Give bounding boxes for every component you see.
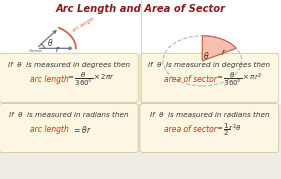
Text: arc length: arc length [30,125,68,134]
FancyBboxPatch shape [0,53,138,102]
Text: r: r [55,45,58,54]
FancyBboxPatch shape [0,103,138,153]
FancyBboxPatch shape [0,0,281,104]
Text: Arc Length and Area of Sector: Arc Length and Area of Sector [56,4,225,14]
Text: arc length: arc length [30,75,68,84]
Text: If  θ  is measured in radians then: If θ is measured in radians then [149,112,269,118]
Text: If  θ  is measured in degrees then: If θ is measured in degrees then [148,62,270,68]
Text: If  θ  is measured in degrees then: If θ is measured in degrees then [8,62,130,68]
Text: $=\dfrac{1}{2}r^2\theta$: $=\dfrac{1}{2}r^2\theta$ [215,122,242,138]
Text: r: r [222,48,225,57]
Text: $= \theta r$: $= \theta r$ [72,124,91,135]
Text: area of sector: area of sector [164,125,217,134]
Wedge shape [202,36,236,61]
Text: Centre: Centre [29,49,43,53]
Text: $=\dfrac{\theta}{360°}\times 2\pi r$: $=\dfrac{\theta}{360°}\times 2\pi r$ [66,71,115,88]
FancyBboxPatch shape [140,53,279,102]
Text: arc length: arc length [71,17,95,33]
Text: θ: θ [204,52,209,61]
Text: θ: θ [48,39,52,48]
Text: area of sector: area of sector [164,75,217,84]
FancyBboxPatch shape [140,103,279,153]
Text: If  θ  is measured in radians then: If θ is measured in radians then [9,112,129,118]
Text: $=\dfrac{\theta}{360°}\times \pi r^2$: $=\dfrac{\theta}{360°}\times \pi r^2$ [215,71,262,88]
